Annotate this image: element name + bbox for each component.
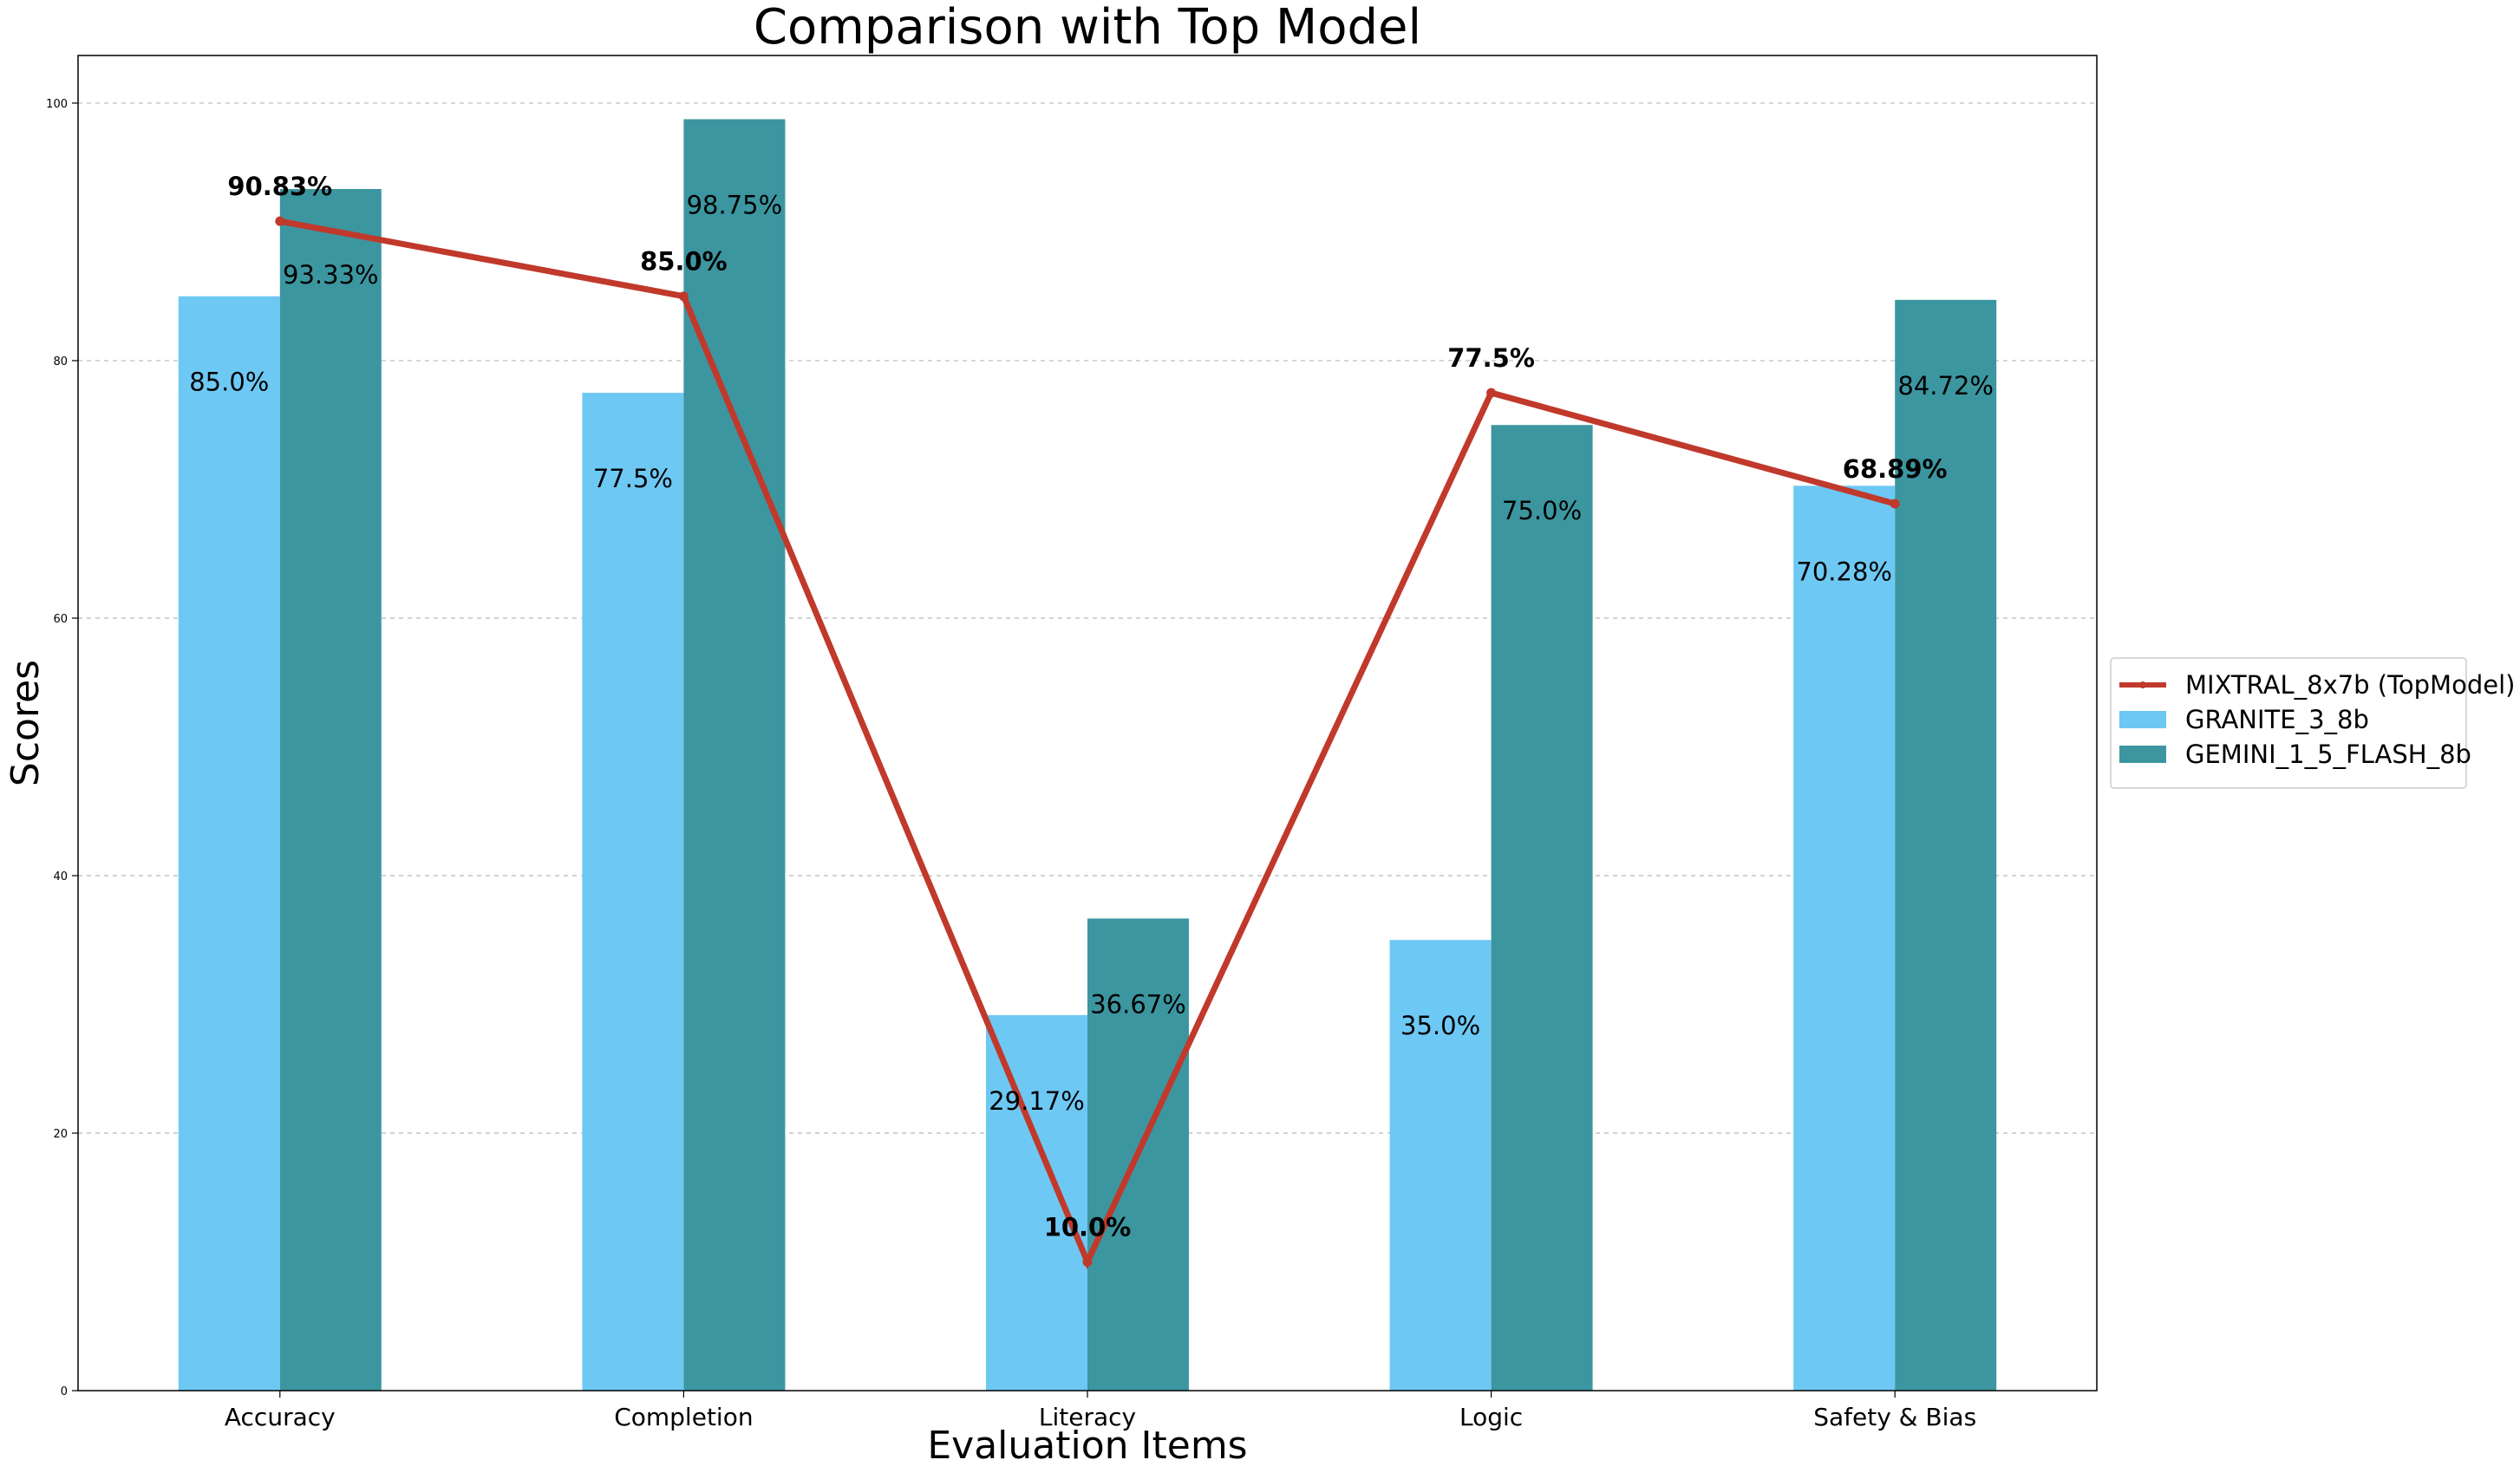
- y-axis-label: Scores: [3, 660, 48, 786]
- x-tick-label: Safety & Bias: [1813, 1403, 1976, 1431]
- x-tick-label: Logic: [1459, 1403, 1523, 1431]
- legend-label-mixtral: MIXTRAL_8x7b (TopModel): [2185, 670, 2515, 700]
- bar-granite: [986, 1014, 1087, 1391]
- line-value-label: 85.0%: [640, 247, 728, 277]
- y-tick-label: 20: [53, 1128, 68, 1141]
- bar-value-label: 36.67%: [1090, 989, 1186, 1019]
- legend-label-granite: GRANITE_3_8b: [2185, 705, 2369, 734]
- bar-granite: [1793, 486, 1896, 1392]
- y-tick-label: 40: [53, 870, 68, 883]
- legend-label-gemini: GEMINI_1_5_FLASH_8b: [2185, 740, 2471, 769]
- x-tick-label: Literacy: [1039, 1403, 1136, 1431]
- legend-swatch-gemini: [2119, 746, 2166, 763]
- x-tick-label: Accuracy: [225, 1403, 336, 1431]
- bar-value-label: 98.75%: [687, 191, 783, 220]
- legend-marker-mixtral: [2139, 681, 2146, 688]
- line-value-label: 68.89%: [1843, 454, 1948, 484]
- y-tick-label: 0: [61, 1385, 68, 1398]
- line-value-label: 77.5%: [1447, 343, 1535, 373]
- y-tick-label: 100: [46, 98, 68, 111]
- line-point: [1486, 388, 1497, 398]
- line-point: [1890, 499, 1900, 509]
- bar-value-label: 35.0%: [1400, 1011, 1480, 1040]
- legend: MIXTRAL_8x7b (TopModel) GRANITE_3_8b GEM…: [2110, 657, 2515, 789]
- bar-value-label: 85.0%: [189, 368, 269, 397]
- bar-value-label: 75.0%: [1502, 496, 1582, 525]
- line-point: [275, 216, 285, 226]
- chart-title: Comparison with Top Model: [754, 0, 1421, 55]
- bar-granite: [178, 296, 280, 1391]
- data-labels: 85.0% 77.5% 29.17% 35.0% 70.28% 93.33% 98.75% 3…: [189, 172, 1994, 1242]
- bar-granite: [1389, 940, 1492, 1391]
- y-tick-label: 80: [53, 355, 68, 368]
- bar-value-label: 70.28%: [1796, 557, 1892, 586]
- x-tick-label: Completion: [614, 1403, 753, 1431]
- y-tick-label: 60: [53, 613, 68, 626]
- bar-value-label: 29.17%: [989, 1086, 1085, 1116]
- x-axis-label: Evaluation Items: [927, 1424, 1247, 1468]
- bar-gemini: [279, 189, 382, 1391]
- line-series: [275, 216, 1900, 1270]
- legend-box: [2110, 657, 2467, 789]
- bars: [178, 119, 1997, 1392]
- x-ticks: Accuracy Completion Literacy Logic Safety & …: [225, 1391, 1976, 1431]
- bar-value-label: 84.72%: [1897, 371, 1994, 401]
- bar-gemini: [1491, 425, 1593, 1392]
- legend-swatch-granite: [2119, 711, 2166, 728]
- bar-value-label: 93.33%: [283, 260, 379, 290]
- bar-gemini: [683, 119, 786, 1391]
- line-point: [1082, 1256, 1093, 1267]
- line-value-label: 90.83%: [227, 172, 332, 201]
- line-point: [678, 291, 689, 302]
- bar-granite: [582, 393, 684, 1392]
- line-value-label: 10.0%: [1044, 1212, 1132, 1242]
- bar-value-label: 77.5%: [593, 464, 673, 493]
- bar-gemini: [1895, 299, 1997, 1392]
- y-ticks: 0 20 40 60 80 100: [46, 98, 78, 1398]
